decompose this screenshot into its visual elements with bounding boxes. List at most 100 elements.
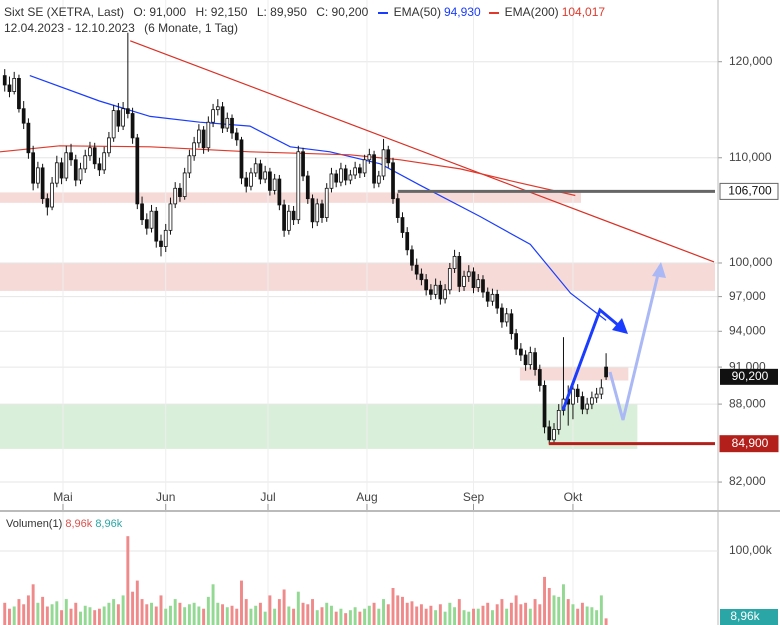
volume-bar xyxy=(538,604,542,625)
candle-body xyxy=(424,279,429,291)
candle-body xyxy=(40,167,45,200)
candle-body xyxy=(594,393,599,399)
candle-body xyxy=(533,352,537,370)
price-label: 90,200 xyxy=(732,369,769,383)
trendline xyxy=(130,40,715,263)
volume-bar xyxy=(505,608,509,625)
annotation-arrow xyxy=(608,265,662,421)
volume-bar xyxy=(112,599,116,625)
price-label: 106,700 xyxy=(728,184,772,198)
volume-bar xyxy=(334,611,338,625)
candle-body xyxy=(504,313,509,323)
candle-body xyxy=(125,108,130,114)
candle-body xyxy=(154,210,159,242)
candle-body xyxy=(21,108,26,124)
candle-body xyxy=(73,159,78,181)
candle-body xyxy=(244,177,249,187)
candle-body xyxy=(324,187,329,218)
volume-bar xyxy=(83,605,87,625)
volume-bar xyxy=(55,601,59,625)
candle-body xyxy=(353,167,358,176)
volume-bar xyxy=(590,607,594,625)
candle-body xyxy=(215,106,220,111)
candle-body xyxy=(410,249,414,266)
candle-body xyxy=(225,117,230,129)
volume-bar xyxy=(557,596,561,625)
candle-body xyxy=(253,163,258,174)
volume-bar xyxy=(547,587,551,625)
price-label-box xyxy=(720,368,778,385)
volume-bar xyxy=(211,584,215,625)
volume-bar xyxy=(154,606,158,625)
candle-body xyxy=(211,109,215,123)
volume-bar xyxy=(79,611,82,625)
candle-body xyxy=(159,240,163,247)
volume-bar xyxy=(41,596,45,625)
arrow-head xyxy=(612,318,628,334)
candle-body xyxy=(187,155,192,174)
volume-bar xyxy=(424,608,428,625)
candle-body xyxy=(367,154,372,161)
candle-body xyxy=(405,232,410,251)
candle-body xyxy=(537,369,542,386)
candle-body xyxy=(301,151,305,177)
volume-bar xyxy=(443,611,447,625)
volume-bar xyxy=(462,610,466,625)
candle-body xyxy=(481,279,485,293)
candle-body xyxy=(339,168,343,183)
volume-bar xyxy=(12,606,16,625)
volume-bar xyxy=(88,607,92,625)
volume-bar xyxy=(315,610,319,625)
candle-body xyxy=(462,275,466,287)
volume-bar xyxy=(230,605,234,625)
candle-body xyxy=(348,174,353,181)
volume-bar xyxy=(225,607,229,625)
candle-body xyxy=(518,348,523,356)
candle-body xyxy=(305,175,310,200)
candle-body xyxy=(45,198,50,208)
volume-bar xyxy=(126,536,130,625)
chart-header: Sixt SE (XETRA, Last) O: 91,000 H: 92,15… xyxy=(4,4,619,36)
volume-bar xyxy=(202,608,206,625)
volume-bar xyxy=(543,576,547,625)
volume-bar xyxy=(178,602,182,625)
volume-bar xyxy=(173,599,177,625)
candle-body xyxy=(438,284,443,300)
volume-bar xyxy=(386,604,390,625)
ohlc-high: H: 92,150 xyxy=(195,5,248,19)
legend-value: 104,017 xyxy=(561,5,606,19)
candle-body xyxy=(296,151,301,221)
candle-body xyxy=(500,307,504,323)
volume-bar xyxy=(415,606,419,625)
date-range: 12.04.2023 - 12.10.2023 xyxy=(4,21,135,35)
candle-body xyxy=(485,291,490,302)
candle-body xyxy=(286,210,291,231)
candle-body xyxy=(116,110,121,127)
candle-body xyxy=(220,106,225,129)
volume-bar xyxy=(604,618,608,625)
volume-bar xyxy=(145,604,149,625)
candle-body xyxy=(239,139,244,179)
volume-bar xyxy=(254,605,258,625)
legend-name: EMA(200) xyxy=(504,5,559,19)
candle-body xyxy=(135,137,140,205)
ema-line xyxy=(29,75,607,321)
volume-bar xyxy=(168,605,172,625)
volume-bar xyxy=(45,606,49,625)
legend-name: EMA(50) xyxy=(393,5,441,19)
candle-body xyxy=(334,173,339,183)
volume-bar xyxy=(571,604,575,625)
volume-bar xyxy=(467,611,471,625)
candle-body xyxy=(580,396,585,410)
candle-body xyxy=(381,149,386,177)
candle-body xyxy=(54,162,59,184)
volume-bar xyxy=(495,604,499,625)
volume-bar xyxy=(438,604,442,625)
volume-bar xyxy=(486,602,490,625)
candle-body xyxy=(391,162,395,200)
volume-bar xyxy=(306,604,310,625)
volume-bar xyxy=(599,595,603,625)
ohlc-low: L: 89,950 xyxy=(256,5,307,19)
volume-bar xyxy=(192,602,196,625)
